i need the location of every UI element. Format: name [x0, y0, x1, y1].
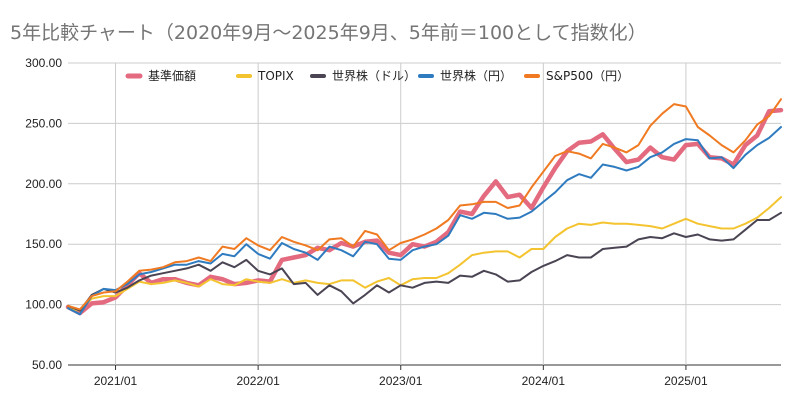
y-tick-label: 300.00	[25, 56, 62, 70]
y-tick-label: 150.00	[25, 237, 62, 251]
x-tick-label: 2023/01	[379, 374, 423, 388]
series-line-1	[67, 196, 782, 312]
y-axis: 50.00 100.00 150.00 200.00 250.00 300.00	[25, 56, 62, 372]
x-tick-label: 2021/01	[94, 374, 138, 388]
series-line-2	[67, 211, 782, 312]
y-tick-label: 100.00	[25, 298, 62, 312]
y-tick-label: 250.00	[25, 116, 62, 130]
x-tick-label: 2022/01	[236, 374, 280, 388]
x-tick-label: 2024/01	[522, 374, 566, 388]
chart-title: 5年比較チャート（2020年9月〜2025年9月、5年前＝100として指数化）	[10, 22, 647, 44]
x-axis: 2021/01 2022/01 2023/01 2024/01 2025/01	[94, 365, 708, 388]
legend-label-2: 世界株（ドル）	[332, 68, 416, 83]
legend-label-4: S&P500（円）	[546, 69, 629, 83]
legend-label-0: 基準価額	[148, 68, 196, 83]
x-tick-label: 2025/01	[664, 374, 708, 388]
legend-label-3: 世界株（円）	[440, 68, 512, 83]
legend: 基準価額 TOPIX 世界株（ドル） 世界株（円） S&P500（円）	[125, 68, 629, 83]
gridlines	[68, 62, 781, 366]
y-tick-label: 50.00	[32, 358, 62, 372]
series-line-4	[67, 98, 782, 311]
series-line-3	[67, 126, 782, 316]
series-lines	[65, 98, 784, 316]
y-tick-label: 200.00	[25, 177, 62, 191]
legend-label-1: TOPIX	[257, 69, 294, 83]
